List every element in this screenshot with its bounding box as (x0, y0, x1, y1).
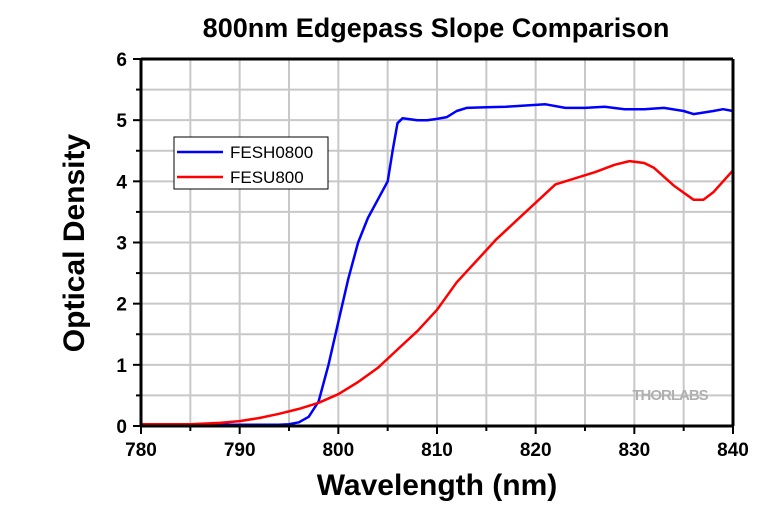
x-axis-label: Wavelength (nm) (317, 469, 558, 502)
legend: FESH0800 FESU800 (173, 136, 329, 190)
x-tick-label: 830 (618, 440, 650, 461)
x-tick-label: 800 (322, 440, 354, 461)
y-tick-label: 5 (116, 111, 127, 132)
chart-title: 800nm Edgepass Slope Comparison (203, 13, 670, 43)
ticks: 780 790 800 810 820 830 840 0 1 2 3 4 5 6 (116, 50, 748, 461)
y-tick-label: 4 (116, 172, 127, 193)
legend-box (173, 136, 329, 190)
x-tick-label: 780 (125, 440, 157, 461)
x-tick-label: 790 (224, 440, 256, 461)
y-tick-label: 1 (116, 356, 127, 377)
x-tick-label: 840 (717, 440, 749, 461)
y-tick-label: 6 (116, 50, 127, 71)
y-tick-label: 2 (116, 295, 127, 316)
legend-label-fesh0800: FESH0800 (230, 143, 313, 162)
x-tick-label: 820 (520, 440, 552, 461)
grid (141, 59, 733, 426)
y-axis-label: Optical Density (58, 133, 91, 352)
x-tick-label: 810 (421, 440, 453, 461)
y-tick-label: 3 (116, 234, 127, 255)
thorlabs-watermark: THORLABS (632, 387, 708, 404)
series-line-fesu800 (141, 159, 734, 426)
series-group (141, 103, 734, 427)
y-tick-label: 0 (116, 417, 127, 438)
series-line-fesh0800 (141, 103, 734, 427)
legend-label-fesu800: FESU800 (230, 168, 304, 187)
